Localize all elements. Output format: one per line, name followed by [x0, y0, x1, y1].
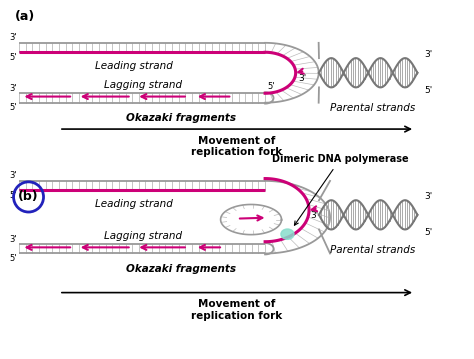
- Text: Okazaki fragments: Okazaki fragments: [126, 264, 236, 274]
- Text: 3': 3': [9, 234, 17, 244]
- Text: Okazaki fragments: Okazaki fragments: [126, 113, 236, 123]
- Text: (a): (a): [15, 10, 35, 23]
- Text: 5': 5': [9, 254, 17, 263]
- Text: 3': 3': [310, 211, 318, 220]
- Text: 5': 5': [424, 228, 433, 237]
- Text: 3': 3': [9, 84, 17, 93]
- Text: Parental strands: Parental strands: [330, 246, 416, 256]
- Text: 5': 5': [424, 86, 433, 95]
- Text: 5': 5': [9, 53, 17, 62]
- Text: 3': 3': [424, 50, 433, 59]
- Text: 3': 3': [298, 74, 306, 83]
- Text: 3': 3': [9, 33, 17, 42]
- Text: 3': 3': [9, 172, 17, 181]
- Text: 5': 5': [267, 82, 275, 91]
- Text: Movement of
replication fork: Movement of replication fork: [191, 299, 283, 321]
- Text: Lagging strand: Lagging strand: [104, 231, 182, 241]
- Text: 5': 5': [9, 103, 17, 112]
- Text: Leading strand: Leading strand: [95, 199, 173, 209]
- Text: Movement of
replication fork: Movement of replication fork: [191, 136, 283, 157]
- Text: 3': 3': [424, 192, 433, 201]
- Text: Parental strands: Parental strands: [330, 103, 416, 113]
- Text: 5': 5': [9, 191, 17, 200]
- Text: (b): (b): [18, 190, 39, 204]
- Text: Lagging strand: Lagging strand: [104, 80, 182, 90]
- Text: Dimeric DNA polymerase: Dimeric DNA polymerase: [272, 154, 409, 225]
- Text: Leading strand: Leading strand: [95, 61, 173, 71]
- Ellipse shape: [281, 229, 294, 239]
